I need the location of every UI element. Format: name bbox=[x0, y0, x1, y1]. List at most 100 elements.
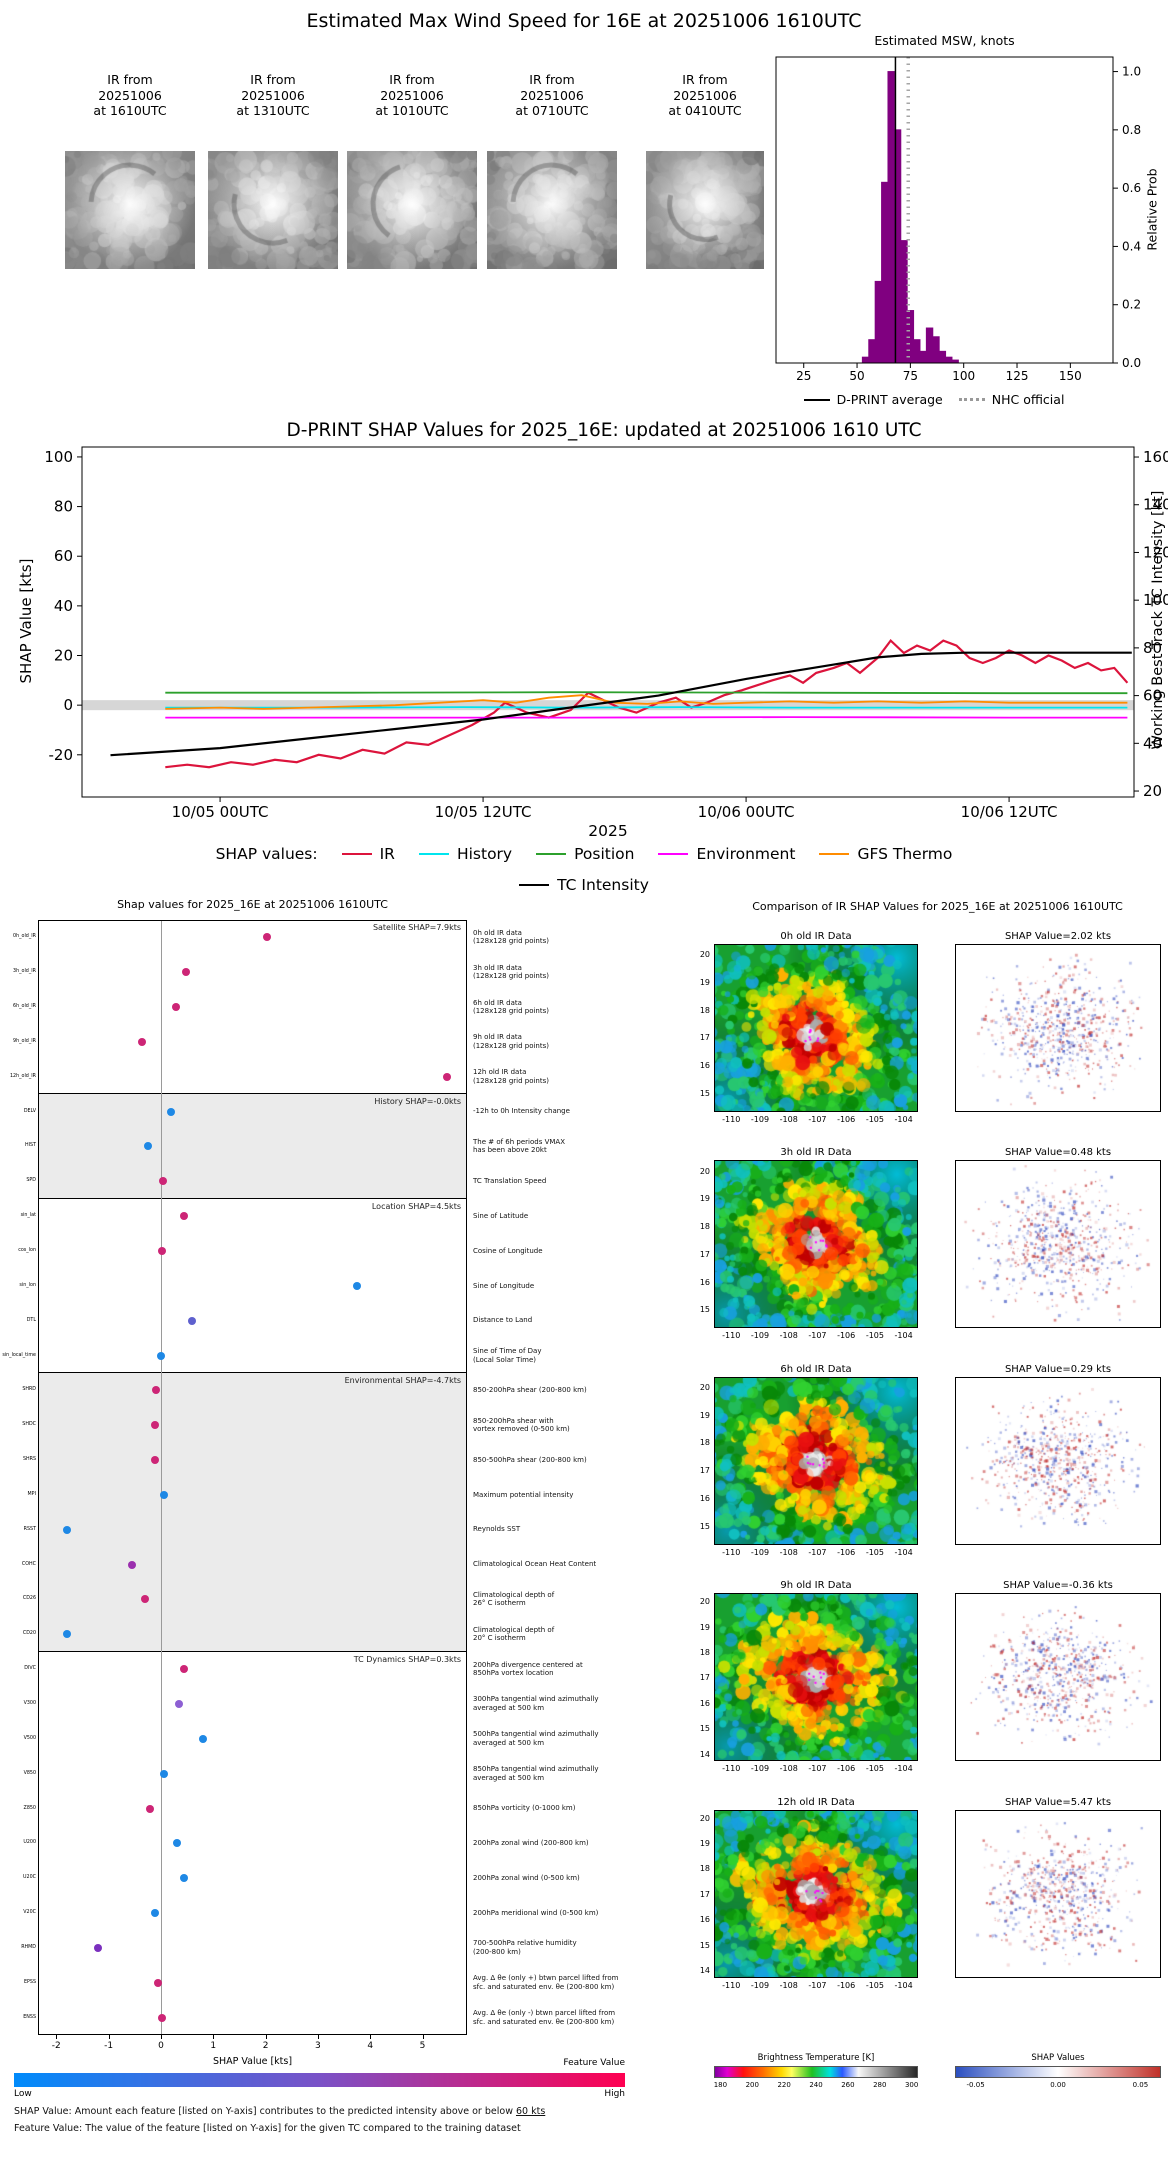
timeseries-ytick-left: 60 bbox=[54, 547, 73, 565]
legend-line-sample bbox=[658, 853, 689, 855]
legend-line-sample bbox=[819, 853, 850, 855]
dotplot-feature-note: 200hPa zonal wind (200-800 km) bbox=[473, 1839, 589, 1848]
dotplot-feature-label: EPSS bbox=[23, 1979, 36, 1985]
dotplot-feature-label: U20C bbox=[23, 1875, 36, 1881]
map-xtick: -104 bbox=[894, 1115, 913, 1124]
map-ytick: 19 bbox=[699, 1622, 710, 1632]
msw-histogram-chart: 25 50 75 100 125 150 0.0 0.2 0.4 0.6 0.8 1.0 bbox=[775, 56, 1141, 383]
map-xtick: -109 bbox=[750, 1115, 770, 1124]
dotplot-feature-note: TC Translation Speed bbox=[473, 1177, 547, 1186]
map-ytick: 18 bbox=[699, 1438, 710, 1448]
figure-footnote: SHAP Value: Amount each feature [listed … bbox=[14, 2106, 674, 2117]
histogram-bar bbox=[938, 350, 947, 364]
colorbar-low-label: Low bbox=[14, 2089, 32, 2099]
ir-thumbnail-label-line: 20251006 bbox=[380, 87, 444, 103]
histogram-legend-label: D-PRINT average bbox=[836, 392, 943, 407]
ir-thumbnail-label-line: IR from bbox=[389, 72, 435, 87]
dotplot-feature-note: Climatological depth of 20° C isotherm bbox=[473, 1625, 555, 1643]
series-line-position bbox=[165, 691, 1128, 695]
figure-title: Estimated Max Wind Speed for 16E at 2025… bbox=[306, 10, 862, 32]
footnote-underlined-text: 60 kts bbox=[515, 2106, 546, 2117]
dotplot-feature-label: cos_lon bbox=[18, 1248, 36, 1254]
legend-line-sample bbox=[341, 853, 372, 855]
ir-thumbnail-label: IR from 20251006 at 1610UTC bbox=[65, 72, 195, 119]
dotplot-feature-label: 9h_old_IR bbox=[13, 1038, 36, 1044]
timeseries-legend-item-history: History bbox=[418, 845, 512, 863]
dotplot-xtick-mark bbox=[317, 2035, 319, 2039]
map-ytick: 19 bbox=[699, 1194, 710, 1204]
dotplot-feature-label: CD20 bbox=[22, 1631, 36, 1637]
shap-colorbar-tick: 0.00 bbox=[1050, 2081, 1066, 2089]
map-ytick: 20 bbox=[699, 1382, 710, 1392]
ir-map bbox=[714, 1160, 918, 1329]
map-xtick: -109 bbox=[750, 1764, 770, 1774]
histogram-bar bbox=[945, 356, 953, 364]
timeseries-xtick: 10/05 12UTC bbox=[435, 803, 532, 821]
map-ytick: 20 bbox=[699, 1597, 710, 1607]
timeseries-ytick-right: 140 bbox=[1143, 496, 1168, 514]
shap-map bbox=[955, 1160, 1161, 1329]
ir-thumbnail-label-line: at 1610UTC bbox=[93, 103, 167, 118]
shap-values-colorbar-label: SHAP Values bbox=[1031, 2053, 1085, 2063]
ir-satellite-thumbnail bbox=[208, 151, 338, 269]
map-xtick: -109 bbox=[750, 1547, 770, 1557]
shap-dot bbox=[128, 1560, 137, 1569]
map-ytick: 20 bbox=[699, 1813, 710, 1823]
ir-map bbox=[714, 1376, 918, 1545]
dotplot-xtick: 2 bbox=[262, 2041, 269, 2051]
legend-label: IR bbox=[379, 845, 395, 863]
map-xtick: -106 bbox=[837, 1980, 856, 1990]
dotplot-feature-note: Sine of Latitude bbox=[473, 1211, 529, 1220]
map-xtick: -105 bbox=[865, 1547, 884, 1557]
map-ytick: 19 bbox=[699, 1410, 710, 1420]
map-ytick: 16 bbox=[699, 1915, 710, 1925]
dotplot-feature-label: Z850 bbox=[23, 1805, 36, 1811]
dotplot-feature-label: SHDC bbox=[22, 1422, 36, 1428]
map-xtick: -105 bbox=[865, 1115, 884, 1124]
dotplot-feature-label: 6h_old_IR bbox=[13, 1004, 36, 1010]
map-ytick: 18 bbox=[699, 1648, 710, 1658]
histogram-bar bbox=[919, 350, 927, 364]
bt-colorbar-tick: 220 bbox=[777, 2081, 791, 2089]
shap-map bbox=[955, 1376, 1161, 1545]
dotplot-feature-label: V500 bbox=[23, 1735, 36, 1741]
dotplot-feature-label: DELV bbox=[23, 1108, 36, 1114]
dotplot-feature-note: 200hPa meridional wind (0-500 km) bbox=[473, 1908, 599, 1917]
dotplot-xtick: -1 bbox=[104, 2041, 114, 2051]
timeseries-ytick-right: 80 bbox=[1143, 639, 1162, 657]
timeseries-ytick-left: -20 bbox=[49, 746, 74, 764]
dotplot-feature-label: V300 bbox=[23, 1700, 36, 1706]
shap-colorbar-tick: 0.05 bbox=[1132, 2081, 1149, 2089]
timeseries-ylabel-left: SHAP Value [kts] bbox=[17, 558, 35, 684]
shap-map-title: SHAP Value=5.47 kts bbox=[1004, 1796, 1112, 1808]
map-ytick: 15 bbox=[699, 1724, 710, 1734]
legend-line-sample bbox=[418, 853, 449, 855]
map-xtick: -110 bbox=[722, 1980, 741, 1990]
footnote-text: Feature Value: The value of the feature … bbox=[14, 2123, 521, 2134]
dotplot-xtick: 1 bbox=[210, 2041, 217, 2051]
timeseries-legend-item-environment: Environment bbox=[658, 845, 795, 863]
shap-dot bbox=[262, 933, 271, 942]
histogram-xtick: 50 bbox=[849, 369, 864, 383]
map-xtick: -104 bbox=[894, 1764, 913, 1774]
zero-reference-band bbox=[82, 700, 1134, 711]
bt-colorbar-tick: 180 bbox=[713, 2081, 728, 2089]
dotplot-feature-note: 850hPa tangential wind azimuthally avera… bbox=[473, 1765, 599, 1782]
ir-thumbnail-label-line: IR from bbox=[250, 72, 296, 87]
dotplot-group-band bbox=[38, 1199, 467, 1373]
dotplot-feature-note: 200hPa zonal wind (0-500 km) bbox=[473, 1873, 580, 1882]
shap-map-canvas bbox=[956, 1377, 1160, 1544]
ir-map bbox=[714, 1809, 918, 1978]
shap-dot bbox=[159, 1490, 168, 1499]
shap-dot bbox=[146, 1804, 155, 1813]
map-xtick: -110 bbox=[722, 1547, 741, 1557]
ir-satellite-image-canvas bbox=[65, 151, 195, 269]
dotplot-feature-note: Sine of Longitude bbox=[473, 1281, 535, 1290]
timeseries-ytick-left: 100 bbox=[44, 448, 73, 466]
shap-map bbox=[955, 1809, 1161, 1978]
dotplot-feature-note: Distance to Land bbox=[473, 1316, 533, 1325]
dotplot-group-label: Environmental SHAP=-4.7kts bbox=[344, 1375, 461, 1385]
ir-map-canvas bbox=[715, 1161, 917, 1328]
shap-dot bbox=[94, 1943, 103, 1952]
dotplot-group-band bbox=[38, 1652, 467, 2035]
